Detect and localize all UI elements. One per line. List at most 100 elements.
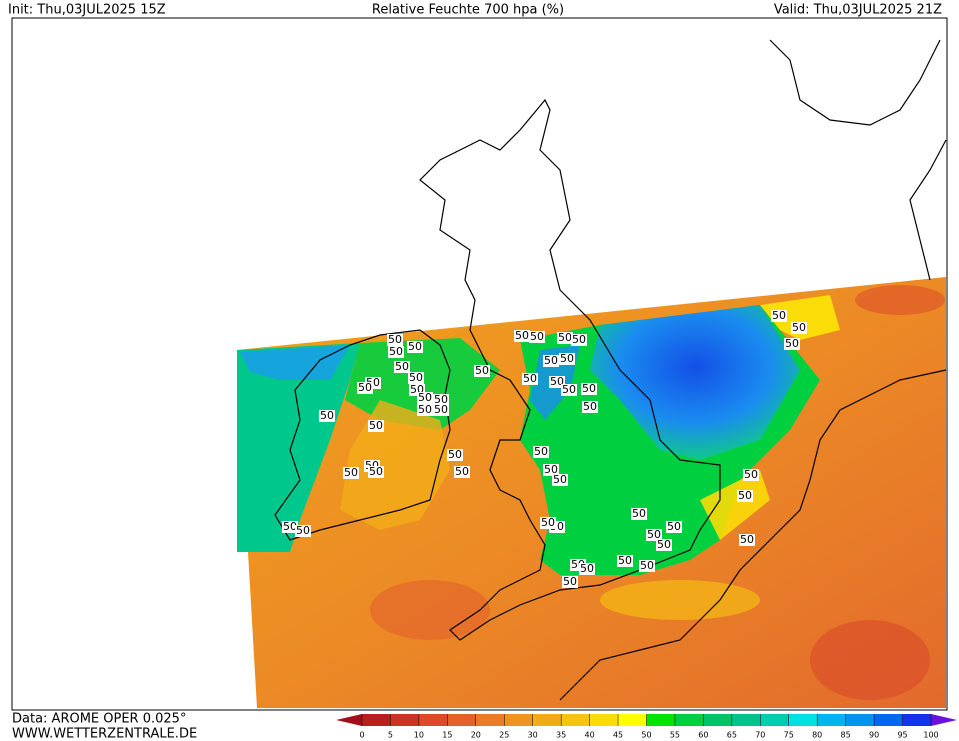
contour-label-box xyxy=(784,338,800,350)
contour-label-box xyxy=(739,534,755,546)
contour-label: 50 xyxy=(744,468,758,481)
contour-label: 50 xyxy=(320,409,334,422)
contour-label-box xyxy=(474,365,490,377)
contour-label-box xyxy=(540,517,556,529)
contour-label: 50 xyxy=(618,554,632,567)
contour-label: 50 xyxy=(572,333,586,346)
contour-label: 50 xyxy=(418,403,432,416)
contour-label: 50 xyxy=(388,333,402,346)
contour-label: 50 xyxy=(515,329,529,342)
colorbar: 0 5 10 15 20 25 30 35 40 45 50 55 60 65 70 75 80 85 90 95 10… xyxy=(336,714,957,740)
contour-label: 50 xyxy=(389,345,403,358)
contour-label: 50 xyxy=(369,419,383,432)
contour-label-box xyxy=(579,563,595,575)
contour-label-box xyxy=(319,410,335,422)
colorbar-tick-label: 40 xyxy=(585,731,595,740)
contour-label-box xyxy=(582,401,598,413)
contour-label: 50 xyxy=(583,400,597,413)
contour-label: 50 xyxy=(434,403,448,416)
contour-label: 50 xyxy=(523,372,537,385)
contour-label: 50 xyxy=(550,375,564,388)
contour-label-box xyxy=(639,560,655,572)
colorbar-segment xyxy=(447,714,476,726)
contour-label-box xyxy=(552,474,568,486)
contour-label: 50 xyxy=(369,465,383,478)
map-title: Relative Feuchte 700 hpa (%) xyxy=(372,3,564,18)
contour-label-box xyxy=(646,529,662,541)
contour-label: 50 xyxy=(448,448,462,461)
colorbar-tick-label: 90 xyxy=(869,731,879,740)
contour-label-box xyxy=(368,420,384,432)
contour-label: 50 xyxy=(296,524,310,537)
contour-label-box xyxy=(771,310,787,322)
colorbar-segment xyxy=(561,714,590,726)
contour-label-box xyxy=(571,334,587,346)
colorbar-segment xyxy=(674,714,704,726)
colorbar-tick-label: 20 xyxy=(471,731,481,740)
contour-label: 50 xyxy=(344,466,358,479)
contour-label-box xyxy=(387,334,403,346)
contour-label-box xyxy=(408,372,424,384)
data-source: Data: AROME OPER 0.025° xyxy=(12,712,186,727)
contour-label-box xyxy=(533,446,549,458)
contour-label-box xyxy=(543,355,559,367)
field xyxy=(237,277,946,708)
colorbar-tick-label: 50 xyxy=(641,731,651,740)
contour-label-box xyxy=(394,361,410,373)
colorbar-segment xyxy=(618,714,647,726)
colorbar-over xyxy=(931,714,957,726)
contour-label-box xyxy=(631,508,647,520)
contour-label: 50 xyxy=(582,382,596,395)
contour-label-box xyxy=(737,490,753,502)
contour-label-box xyxy=(562,576,578,588)
colorbar-segment xyxy=(475,714,505,726)
colorbar-tick-label: 60 xyxy=(698,731,708,740)
contour-label: 50 xyxy=(418,391,432,404)
colorbar-tick-label: 25 xyxy=(499,731,509,740)
contour-label: 50 xyxy=(792,321,806,334)
contour-label: 50 xyxy=(647,528,661,541)
colorbar-tick-label: 30 xyxy=(528,731,538,740)
colorbar-segment xyxy=(390,714,419,726)
contour-label: 50 xyxy=(541,516,555,529)
contour-label-box xyxy=(666,521,682,533)
contour-label: 50 xyxy=(772,309,786,322)
contour-label-box xyxy=(417,392,433,404)
contour-label: 50 xyxy=(475,364,489,377)
colorbar-tick-label: 5 xyxy=(388,731,393,740)
contour-label-box xyxy=(514,330,530,342)
colorbar-segment xyxy=(902,714,931,726)
contour-label-box xyxy=(581,383,597,395)
contour-label: 50 xyxy=(563,575,577,588)
colorbar-segment xyxy=(731,714,761,726)
contour-label-box xyxy=(368,466,384,478)
contour-label-box xyxy=(791,322,807,334)
colorbar-segment xyxy=(646,714,675,726)
colorbar-tick-label: 10 xyxy=(414,731,424,740)
colorbar-segment xyxy=(532,714,562,726)
colorbar-under xyxy=(336,714,362,726)
colorbar-tick-label: 85 xyxy=(841,731,851,740)
colorbar-tick-label: 45 xyxy=(613,731,623,740)
colorbar-tick-label: 15 xyxy=(442,731,452,740)
colorbar-segment xyxy=(788,714,818,726)
contour-label-box xyxy=(433,394,449,406)
colorbar-tick-label: 35 xyxy=(556,731,566,740)
contour-label-box xyxy=(343,467,359,479)
colorbar-segment xyxy=(504,714,533,726)
contour-label: 50 xyxy=(544,354,558,367)
colorbar-tick-label: 75 xyxy=(784,731,794,740)
colorbar-segment xyxy=(845,714,875,726)
colorbar-segment xyxy=(589,714,619,726)
contour-label-box xyxy=(433,404,449,416)
contour-label-box xyxy=(388,346,404,358)
colorbar-segment xyxy=(418,714,448,726)
contour-label: 50 xyxy=(632,507,646,520)
contour-label: 50 xyxy=(562,383,576,396)
contour-label-box xyxy=(417,404,433,416)
colorbar-tick-label: 70 xyxy=(755,731,765,740)
colorbar-segment xyxy=(703,714,732,726)
contour-label-box xyxy=(522,373,538,385)
contour-label-box xyxy=(656,539,672,551)
